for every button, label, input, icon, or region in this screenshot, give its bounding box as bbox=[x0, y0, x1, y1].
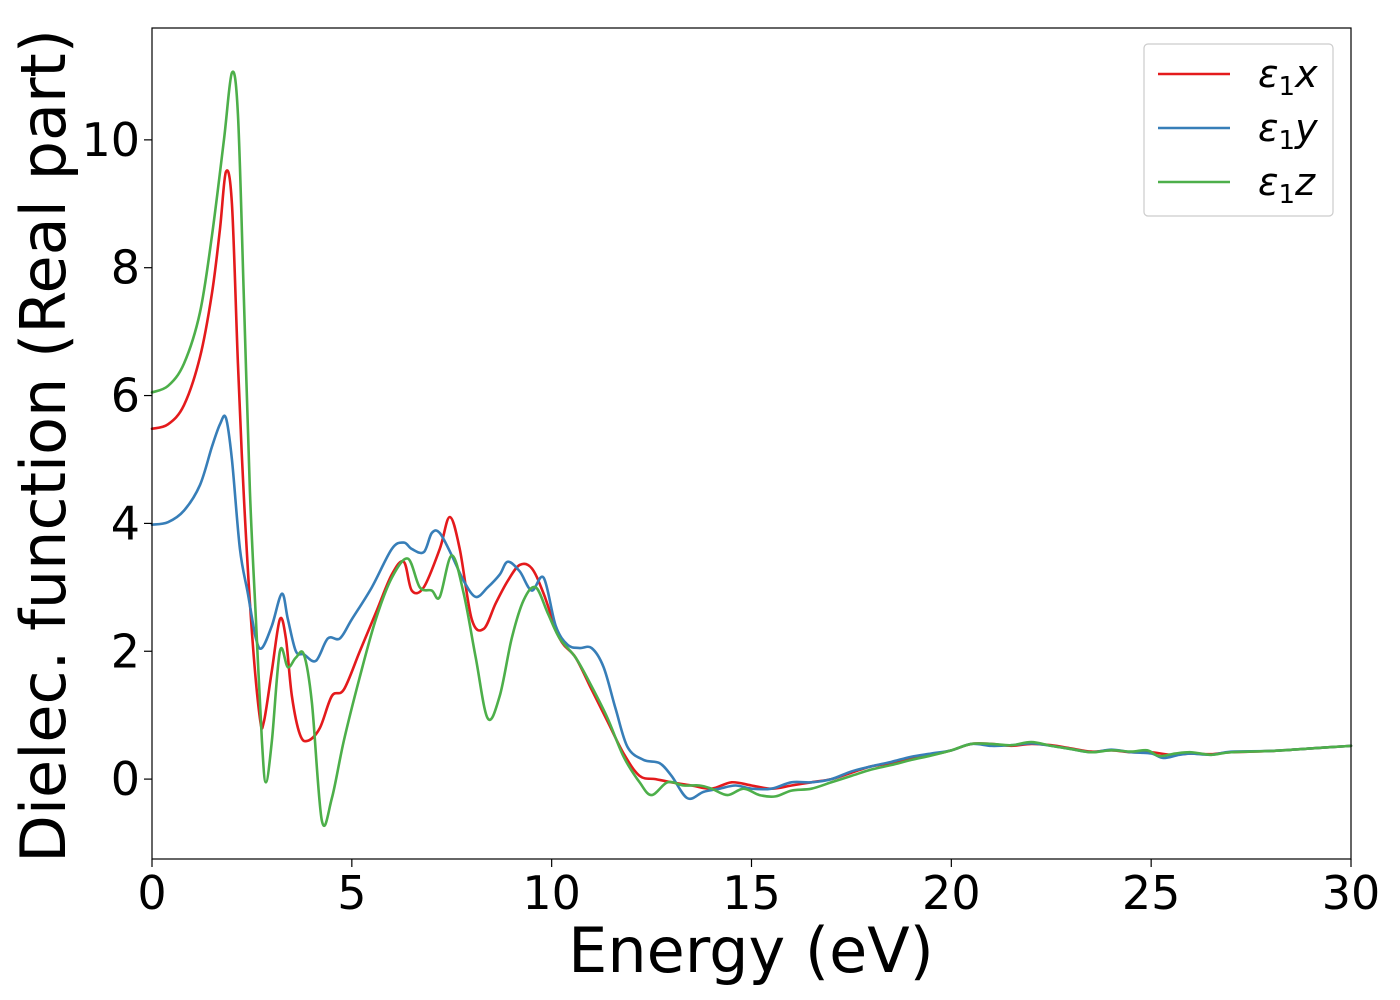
x-tick-label: 0 bbox=[137, 866, 166, 920]
x-tick-label: 25 bbox=[1122, 866, 1181, 920]
x-axis-ticks: 0 5 10 15 20 25 30 bbox=[137, 859, 1380, 920]
y-axis-label: Dielec. function (Real part) bbox=[7, 29, 80, 863]
y-tick-label: 0 bbox=[111, 752, 140, 806]
y-axis-ticks: 0 2 4 6 8 10 bbox=[81, 113, 152, 806]
y-tick-label: 6 bbox=[111, 369, 140, 423]
series-layer bbox=[150, 70, 1353, 828]
x-tick-label: 10 bbox=[522, 866, 581, 920]
y-tick-label: 2 bbox=[111, 624, 140, 678]
legend-label: ε1z bbox=[1258, 160, 1316, 210]
y-tick-label: 4 bbox=[111, 496, 140, 550]
x-tick-label: 20 bbox=[922, 866, 981, 920]
legend-box bbox=[1143, 43, 1334, 217]
y-tick-label: 10 bbox=[81, 113, 140, 167]
x-tick-label: 5 bbox=[337, 866, 366, 920]
legend-label: ε1x bbox=[1258, 52, 1318, 102]
series-line-3 bbox=[150, 70, 1353, 828]
y-tick-label: 8 bbox=[111, 241, 140, 295]
x-tick-label: 15 bbox=[722, 866, 781, 920]
x-tick-label: 30 bbox=[1322, 866, 1381, 920]
x-axis-label: Energy (eV) bbox=[568, 914, 934, 987]
legend-label: ε1y bbox=[1258, 106, 1318, 156]
